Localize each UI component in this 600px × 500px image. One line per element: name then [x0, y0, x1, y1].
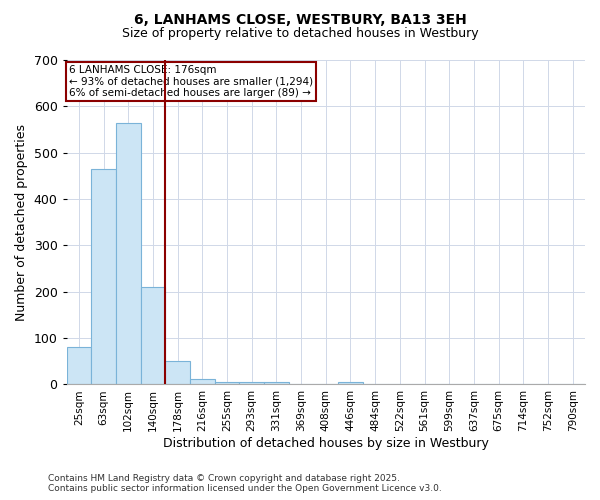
X-axis label: Distribution of detached houses by size in Westbury: Distribution of detached houses by size … [163, 437, 489, 450]
Bar [91, 169, 116, 384]
Text: 6 LANHAMS CLOSE: 176sqm
← 93% of detached houses are smaller (1,294)
6% of semi-: 6 LANHAMS CLOSE: 176sqm ← 93% of detache… [69, 65, 313, 98]
Text: 6, LANHAMS CLOSE, WESTBURY, BA13 3EH: 6, LANHAMS CLOSE, WESTBURY, BA13 3EH [134, 12, 466, 26]
Bar [190, 379, 215, 384]
Text: Contains HM Land Registry data © Crown copyright and database right 2025.: Contains HM Land Registry data © Crown c… [48, 474, 400, 483]
Text: Contains public sector information licensed under the Open Government Licence v3: Contains public sector information licen… [48, 484, 442, 493]
Bar [116, 122, 140, 384]
Text: Size of property relative to detached houses in Westbury: Size of property relative to detached ho… [122, 28, 478, 40]
Bar [338, 382, 363, 384]
Bar [264, 382, 289, 384]
Bar [239, 382, 264, 384]
Bar [67, 348, 91, 385]
Bar [140, 287, 166, 384]
Bar [166, 362, 190, 384]
Y-axis label: Number of detached properties: Number of detached properties [15, 124, 28, 320]
Bar [215, 382, 239, 384]
